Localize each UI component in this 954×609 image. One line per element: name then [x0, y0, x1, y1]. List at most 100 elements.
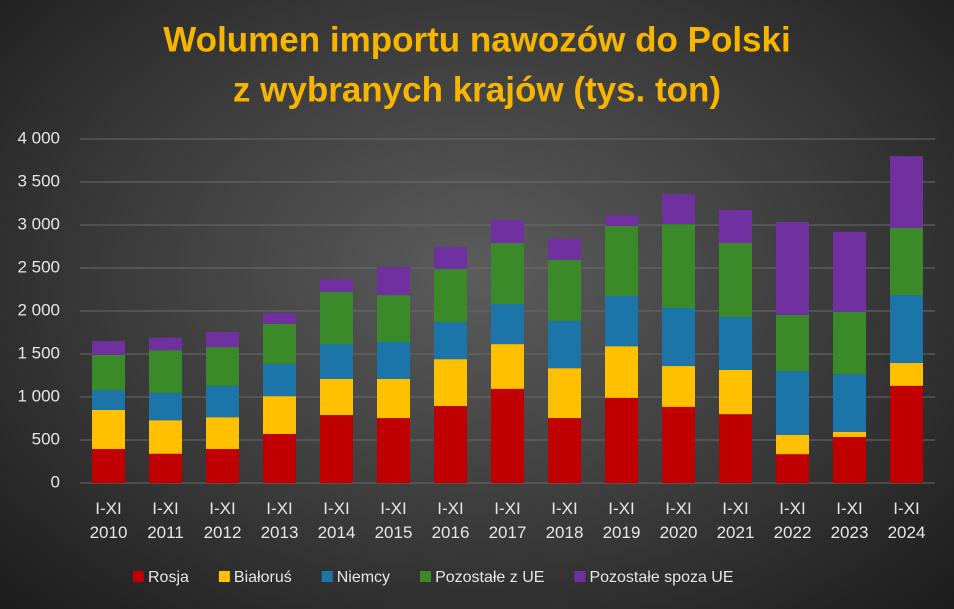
bar-segment: [548, 238, 581, 260]
chart-title: Wolumen importu nawozów do Polski: [163, 20, 790, 59]
bar-segment: [206, 449, 239, 483]
x-tick-label: I-XI 2018: [545, 499, 584, 542]
x-tick-label: I-XI 2010: [89, 499, 128, 542]
legend-swatch: [574, 571, 586, 582]
y-tick-label: 500: [32, 429, 60, 448]
x-tick-label: I-XI 2019: [602, 499, 641, 542]
bar-segment: [434, 359, 467, 407]
bar-segment: [377, 378, 410, 419]
x-tick-label: I-XI 2021: [716, 499, 755, 542]
bar-segment: [833, 311, 866, 375]
bar-segment: [92, 341, 125, 355]
bar-segment: [605, 295, 638, 347]
x-tick-label: I-XI 2022: [773, 499, 812, 542]
bar-segment: [548, 320, 581, 369]
bar-segment: [719, 317, 752, 370]
bar-segment: [605, 397, 638, 483]
bar-segment: [206, 385, 239, 418]
bar-segment: [719, 369, 752, 415]
x-tick-label: I-XI 2023: [830, 499, 869, 542]
bar-segment: [320, 279, 353, 293]
x-tick-label: I-XI 2024: [887, 499, 926, 542]
y-tick-label: 1 500: [17, 343, 60, 362]
bar-segment: [149, 337, 182, 351]
bar-segment: [377, 418, 410, 483]
bar-segment: [206, 347, 239, 386]
bar-segment: [377, 341, 410, 379]
bar-segment: [149, 393, 182, 421]
x-tick-label: I-XI 2020: [659, 499, 698, 542]
bar-segment: [662, 406, 695, 483]
bar-segment: [320, 292, 353, 345]
bar-segment: [491, 344, 524, 389]
bar-segment: [263, 323, 296, 364]
bar-segment: [263, 433, 296, 483]
bar-segment: [434, 322, 467, 360]
bar-segment: [776, 454, 809, 483]
bar-segment: [890, 228, 923, 296]
bar-segment: [434, 268, 467, 323]
bar-segment: [890, 156, 923, 229]
y-tick-label: 2 500: [17, 257, 60, 276]
y-tick-label: 4 000: [17, 128, 60, 147]
bar-segment: [263, 313, 296, 324]
bar-segment: [92, 390, 125, 410]
bar-segment: [776, 371, 809, 435]
bar-segment: [719, 414, 752, 483]
y-tick-label: 3 000: [17, 214, 60, 233]
bar-segment: [149, 453, 182, 483]
bar-segment: [662, 224, 695, 308]
x-tick-label: I-XI 2012: [203, 499, 242, 542]
y-tick-label: 1 000: [17, 386, 60, 405]
x-tick-label: I-XI 2013: [260, 499, 299, 542]
bar-segment: [92, 354, 125, 391]
bar-segment: [491, 243, 524, 305]
legend-swatch: [420, 571, 432, 582]
bar-segment: [149, 350, 182, 394]
bar-segment: [890, 363, 923, 386]
bar-segment: [833, 431, 866, 437]
legend-label: Rosja: [148, 569, 189, 586]
legend-label: Pozostałe spoza UE: [589, 569, 733, 586]
bar-segment: [92, 449, 125, 483]
bar-segment: [320, 415, 353, 483]
bar-segment: [548, 368, 581, 419]
bar-segment: [605, 215, 638, 226]
bar-segment: [662, 194, 695, 225]
bar-segment: [491, 388, 524, 483]
bar-segment: [548, 259, 581, 321]
bar-segment: [320, 344, 353, 379]
bar-segment: [548, 418, 581, 483]
bar-segment: [833, 231, 866, 312]
bar-segment: [434, 246, 467, 269]
legend-label: Niemcy: [337, 569, 390, 586]
bar-segment: [662, 307, 695, 367]
y-tick-label: 2 000: [17, 300, 60, 319]
x-tick-label: I-XI 2014: [317, 499, 356, 542]
bar-segment: [92, 409, 125, 450]
legend-label: Białoruś: [234, 569, 292, 586]
y-tick-label: 3 500: [17, 171, 60, 190]
legend-swatch: [321, 571, 333, 582]
bar-segment: [263, 396, 296, 434]
chart-title: z wybranych krajów (tys. ton): [233, 70, 721, 109]
bar-segment: [434, 406, 467, 483]
y-tick-label: 0: [51, 472, 60, 491]
bar-segment: [377, 267, 410, 296]
bar-segment: [719, 243, 752, 318]
x-tick-label: I-XI 2015: [374, 499, 413, 542]
legend-label: Pozostałe z UE: [435, 569, 544, 586]
bar-segment: [776, 221, 809, 315]
bar-segment: [662, 366, 695, 407]
x-tick-label: I-XI 2017: [488, 499, 527, 542]
legend-swatch: [218, 571, 230, 582]
x-tick-label: I-XI 2011: [147, 499, 184, 542]
bar-segment: [833, 374, 866, 432]
bar-segment: [776, 314, 809, 372]
bar-segment: [491, 219, 524, 244]
bar-segment: [605, 225, 638, 296]
bar-segment: [776, 434, 809, 455]
bar-segment: [890, 295, 923, 364]
